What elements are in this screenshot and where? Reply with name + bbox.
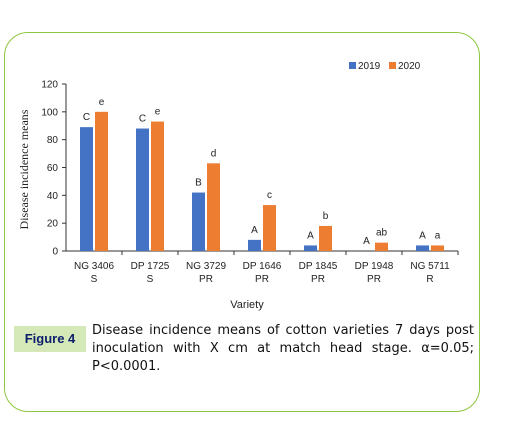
x-category-label: DP 1948 xyxy=(355,261,394,272)
bar-label-2019: A xyxy=(251,225,258,236)
x-category-sublabel: PR xyxy=(199,274,213,285)
bar-2019 xyxy=(192,192,205,251)
y-tick-label: 100 xyxy=(41,107,58,118)
x-category-label: NG 3729 xyxy=(186,261,226,272)
bar-2019 xyxy=(304,245,317,251)
caption-text: Disease incidence means of cotton variet… xyxy=(92,323,474,374)
bar-2019 xyxy=(248,239,261,251)
x-category-label: DP 1845 xyxy=(299,261,338,272)
x-category-label: NG 5711 xyxy=(410,261,450,272)
bar-label-2020: c xyxy=(267,190,272,201)
y-tick-label: 40 xyxy=(47,191,59,202)
bar-label-2020: e xyxy=(99,97,105,108)
bar-2020 xyxy=(151,121,164,251)
y-tick-label: 60 xyxy=(47,163,59,174)
x-category-sublabel: PR xyxy=(311,274,325,285)
bar-label-2019: C xyxy=(139,114,146,125)
legend-label-2020: 2020 xyxy=(398,61,421,72)
bar-2020 xyxy=(375,242,388,251)
x-category-label: NG 3406 xyxy=(74,261,114,272)
bar-2020 xyxy=(319,225,332,251)
legend-swatch-2019 xyxy=(349,62,356,69)
x-category-label: DP 1646 xyxy=(243,261,282,272)
bar-label-2020: e xyxy=(155,107,161,118)
bar-label-2020: d xyxy=(211,148,217,159)
bar-label-2020: b xyxy=(323,211,329,222)
y-axis-title: Disease incidence means xyxy=(17,109,31,229)
bar-2019 xyxy=(136,128,149,251)
y-tick-label: 20 xyxy=(47,219,59,230)
bar-label-2019: B xyxy=(195,178,202,189)
bar-label-2019: A xyxy=(419,230,426,241)
bar-2020 xyxy=(263,205,276,251)
bar-label-2019: C xyxy=(83,112,90,123)
bar-2020 xyxy=(95,111,108,251)
bar-label-2019: A xyxy=(307,230,314,241)
bar-label-2020: ab xyxy=(376,228,388,239)
bar-2019 xyxy=(80,127,93,251)
legend-label-2019: 2019 xyxy=(358,61,381,72)
y-tick-label: 0 xyxy=(52,247,58,258)
y-tick-label: 120 xyxy=(41,80,58,91)
bar-label-2019: A xyxy=(363,236,370,247)
figure-caption: Figure 4 Disease incidence means of cott… xyxy=(10,320,480,380)
x-axis-title: Variety xyxy=(230,299,264,311)
bar-2020 xyxy=(207,163,220,251)
y-tick-label: 80 xyxy=(47,135,59,146)
x-category-sublabel: S xyxy=(147,274,154,285)
bar-2020 xyxy=(431,245,444,251)
bar-label-2020: a xyxy=(435,230,441,241)
x-category-sublabel: S xyxy=(91,274,98,285)
figure-label: Figure 4 xyxy=(14,326,86,352)
x-category-sublabel: PR xyxy=(367,274,381,285)
bar-2019 xyxy=(416,245,429,251)
x-category-label: DP 1725 xyxy=(131,261,170,272)
x-category-sublabel: PR xyxy=(255,274,269,285)
x-category-sublabel: R xyxy=(426,274,433,285)
legend-swatch-2020 xyxy=(389,62,396,69)
